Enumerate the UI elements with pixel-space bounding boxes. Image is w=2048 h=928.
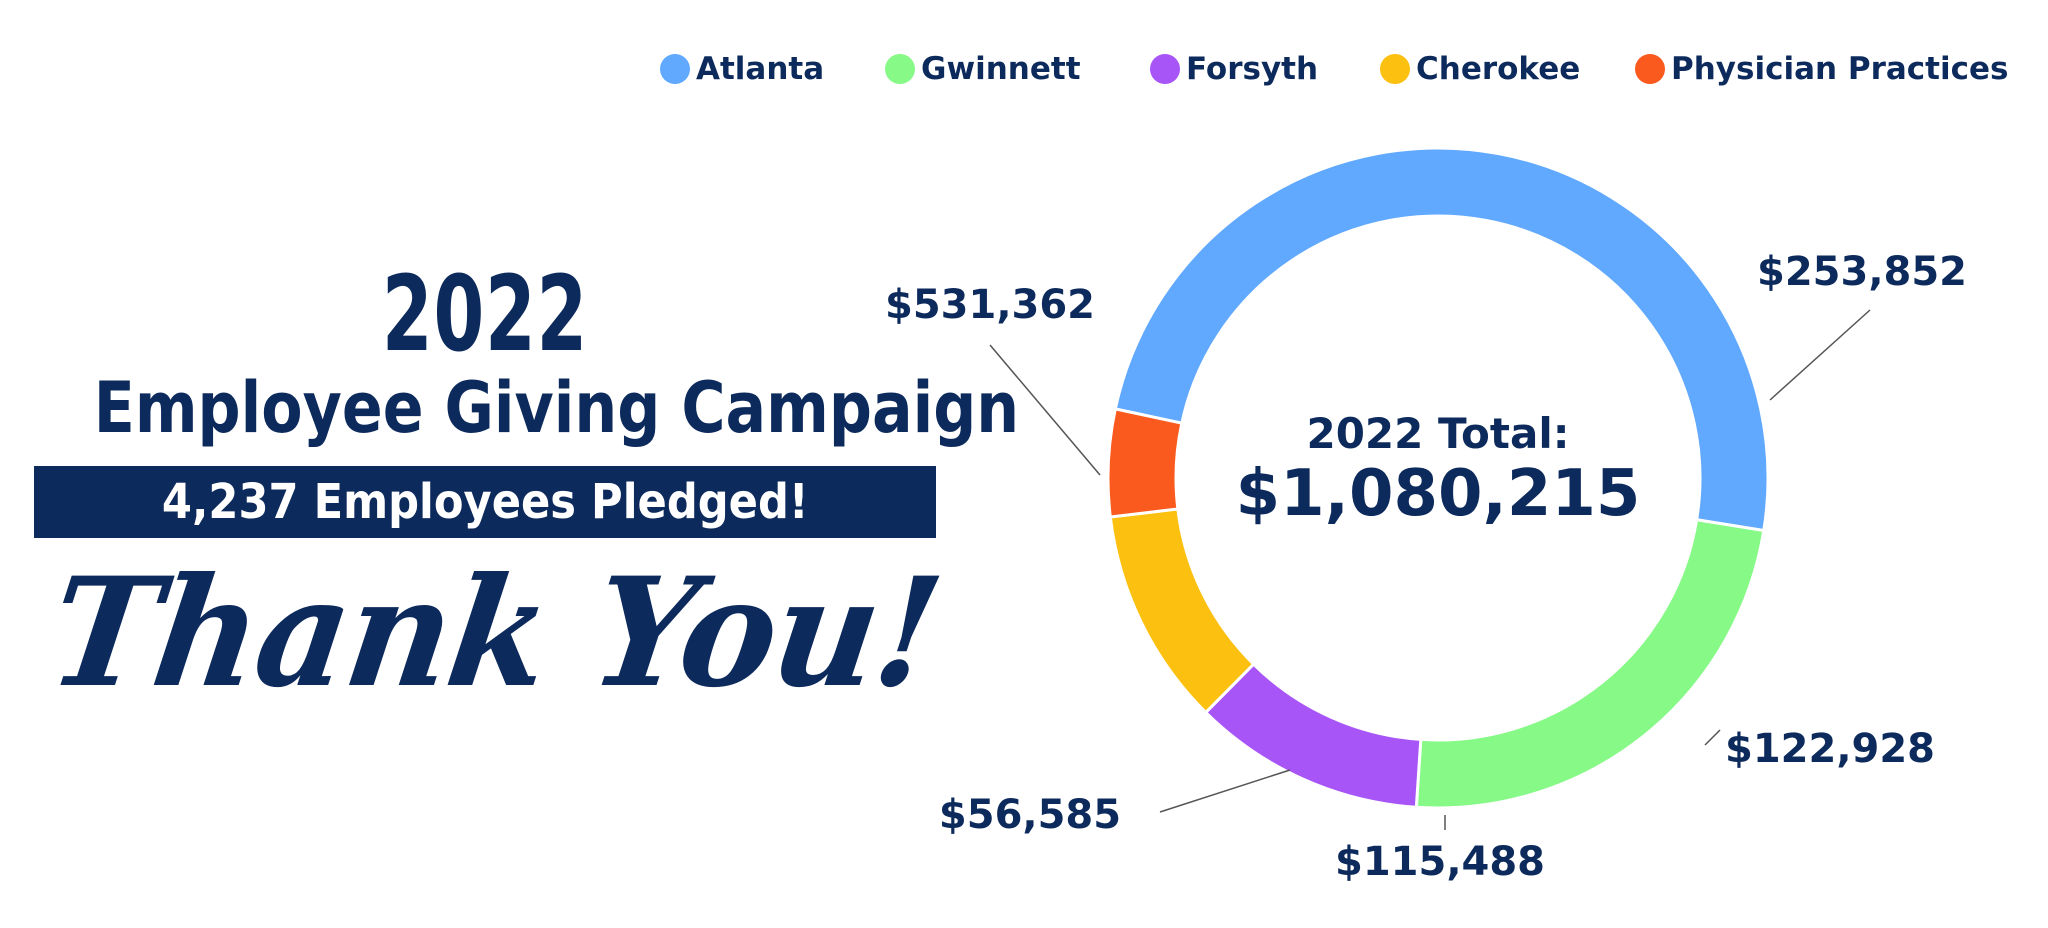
slice-gwinnett bbox=[1414, 518, 1766, 810]
center-total-label: 2022 Total: bbox=[1306, 409, 1569, 458]
legend-item-cherokee: Cherokee bbox=[1380, 44, 1580, 94]
leader-line-atlanta bbox=[989, 344, 1101, 476]
slice-physician-practices bbox=[1106, 407, 1184, 519]
leader-line-forsyth bbox=[1704, 729, 1721, 746]
leader-lines bbox=[989, 309, 1871, 830]
slice-cherokee bbox=[1108, 507, 1256, 715]
campaign-heading: 2022 Employee Giving Campaign 4,237 Empl… bbox=[30, 253, 1020, 538]
leader-line-physician-practices bbox=[1159, 769, 1291, 813]
value-label-atlanta: $531,362 bbox=[885, 282, 1095, 328]
legend-swatch-gwinnett bbox=[885, 54, 915, 84]
campaign-title: Employee Giving Campaign bbox=[93, 367, 1020, 449]
pledged-text: 4,237 Employees Pledged! bbox=[161, 474, 809, 530]
legend-swatch-forsyth bbox=[1150, 54, 1180, 84]
center-total-value: $1,080,215 bbox=[1236, 457, 1641, 531]
value-label-cherokee: $115,488 bbox=[1335, 839, 1545, 885]
slice-atlanta bbox=[1113, 146, 1770, 533]
slice-forsyth bbox=[1203, 662, 1423, 809]
legend-item-physician-practices: Physician Practices bbox=[1635, 44, 2008, 94]
chart-legend: Atlanta Gwinnett Forsyth Cherokee Physic… bbox=[660, 44, 2030, 94]
legend-item-atlanta: Atlanta bbox=[660, 44, 824, 94]
legend-label-physician-practices: Physician Practices bbox=[1671, 51, 2009, 87]
legend-label-gwinnett: Gwinnett bbox=[921, 51, 1081, 87]
campaign-year: 2022 bbox=[381, 253, 589, 375]
legend-label-forsyth: Forsyth bbox=[1186, 51, 1319, 87]
legend-label-atlanta: Atlanta bbox=[696, 51, 825, 87]
pledged-banner: 4,237 Employees Pledged! bbox=[34, 466, 936, 538]
value-label-gwinnett: $253,852 bbox=[1757, 249, 1967, 295]
value-labels: $531,362 $253,852 $122,928 $115,488 $56,585 bbox=[885, 249, 1967, 885]
legend-item-gwinnett: Gwinnett bbox=[885, 44, 1081, 94]
value-label-forsyth: $122,928 bbox=[1725, 726, 1935, 772]
value-label-physician-practices: $56,585 bbox=[939, 792, 1121, 838]
legend-label-cherokee: Cherokee bbox=[1416, 51, 1581, 87]
legend-swatch-atlanta bbox=[660, 54, 690, 84]
donut-slices bbox=[1106, 146, 1770, 810]
legend-swatch-physician-practices bbox=[1635, 54, 1665, 84]
legend-item-forsyth: Forsyth bbox=[1150, 44, 1318, 94]
leader-line-gwinnett bbox=[1769, 309, 1871, 401]
legend-swatch-cherokee bbox=[1380, 54, 1410, 84]
